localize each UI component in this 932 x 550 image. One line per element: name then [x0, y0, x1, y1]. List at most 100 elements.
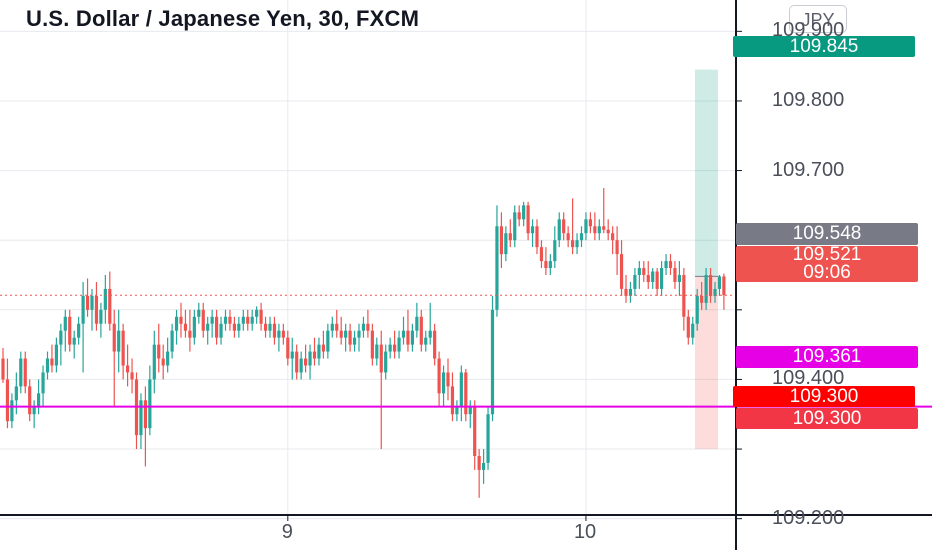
- candle-body: [10, 400, 14, 422]
- candle-body: [28, 386, 32, 415]
- candle: [10, 393, 14, 429]
- stop-price-label-2: 109.300: [736, 408, 918, 429]
- candle: [633, 268, 637, 296]
- candle-body: [486, 414, 490, 463]
- candle-body: [117, 330, 121, 352]
- candle-body: [468, 407, 472, 415]
- candle-body: [477, 456, 481, 470]
- candle: [14, 372, 18, 415]
- candle-body: [410, 330, 414, 345]
- candle-body: [526, 205, 530, 234]
- candle: [317, 337, 321, 366]
- candle-body: [81, 295, 85, 324]
- candle-body: [250, 316, 254, 324]
- candle: [704, 268, 708, 310]
- candle-body: [557, 219, 561, 241]
- candle-body: [562, 219, 566, 234]
- candle: [410, 323, 414, 352]
- candle-body: [611, 233, 615, 241]
- candle-body: [63, 316, 67, 331]
- candle: [63, 309, 67, 352]
- candle-body: [41, 372, 45, 394]
- candle: [183, 309, 188, 338]
- position-tool[interactable]: [695, 69, 718, 450]
- candle: [139, 393, 143, 450]
- candle: [28, 379, 32, 422]
- candle-body: [45, 358, 50, 373]
- candle: [339, 316, 343, 345]
- candle-body: [103, 288, 107, 310]
- candle: [384, 344, 388, 380]
- candle: [446, 358, 450, 401]
- candle: [188, 309, 192, 352]
- candle: [90, 288, 94, 331]
- candle-body: [366, 323, 370, 331]
- candle: [517, 205, 521, 227]
- candle-body: [424, 337, 428, 345]
- candle-body: [508, 233, 512, 241]
- candle: [508, 219, 512, 248]
- candle-body: [473, 407, 477, 457]
- candle-body: [268, 323, 272, 331]
- candle-body: [143, 400, 147, 429]
- candle: [357, 323, 361, 352]
- candle: [473, 400, 477, 470]
- candle: [428, 302, 432, 345]
- candle-body: [166, 351, 170, 366]
- candle: [37, 379, 41, 415]
- candle: [664, 254, 668, 275]
- candle-body: [344, 330, 348, 338]
- candle-body: [339, 330, 343, 338]
- candle: [424, 330, 428, 352]
- candle: [201, 302, 205, 338]
- candle: [197, 302, 201, 324]
- candle: [624, 275, 628, 303]
- candle: [691, 316, 695, 345]
- candle-body: [210, 316, 214, 324]
- candle-body: [263, 323, 268, 331]
- candle-body: [419, 316, 423, 345]
- candle-body: [59, 330, 63, 345]
- candle-body: [99, 309, 103, 324]
- candle: [619, 240, 624, 296]
- candle-body: [615, 240, 619, 255]
- target-zone: [695, 69, 718, 277]
- candle: [673, 261, 677, 289]
- candle-body: [633, 275, 637, 289]
- candle: [32, 400, 36, 429]
- candle: [700, 281, 704, 310]
- candle-body: [32, 407, 36, 415]
- candle-body: [246, 316, 250, 324]
- candle: [370, 323, 374, 366]
- candle: [1, 348, 5, 383]
- candle: [611, 226, 615, 255]
- candle: [286, 330, 290, 366]
- candle: [54, 337, 58, 373]
- candle: [179, 302, 183, 338]
- candle-body: [517, 212, 521, 220]
- candle-body: [513, 212, 517, 241]
- candle-body: [428, 330, 432, 338]
- candle-body: [530, 226, 535, 234]
- candle: [308, 344, 312, 380]
- candle-body: [655, 271, 659, 289]
- candle: [157, 323, 161, 373]
- candle-body: [708, 275, 713, 296]
- candle: [495, 205, 499, 317]
- candle-body: [330, 323, 334, 331]
- candle: [206, 316, 210, 345]
- candle-body: [72, 337, 76, 345]
- candle-body: [459, 372, 463, 408]
- candle: [126, 344, 130, 387]
- candle: [406, 309, 410, 352]
- candle-body: [695, 295, 699, 324]
- currency-button[interactable]: JPY: [789, 5, 847, 33]
- candle: [441, 365, 446, 408]
- x-tick-label: 9: [281, 521, 293, 543]
- candle-body: [482, 462, 486, 470]
- candle-body: [566, 233, 570, 241]
- candle: [401, 316, 406, 345]
- candle-body: [223, 316, 228, 324]
- candle: [103, 275, 107, 324]
